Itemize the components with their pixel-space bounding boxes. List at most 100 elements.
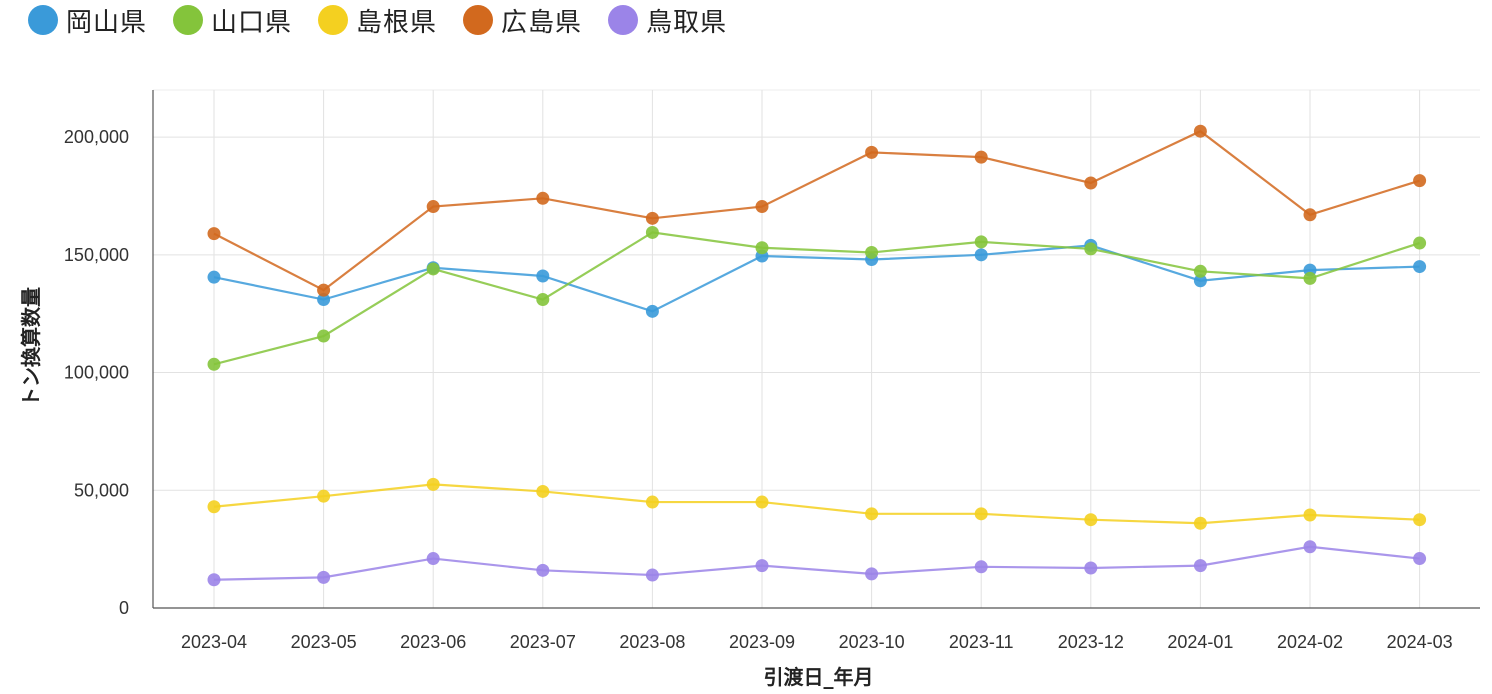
data-point — [1413, 174, 1427, 188]
data-point — [207, 500, 221, 514]
legend-swatch — [318, 5, 349, 35]
x-tick-label: 2024-01 — [1167, 632, 1233, 652]
data-point — [865, 507, 879, 521]
data-point — [865, 245, 879, 259]
x-tick-label: 2024-03 — [1387, 632, 1453, 652]
x-tick-label: 2023-12 — [1058, 632, 1124, 652]
legend-swatch — [608, 5, 639, 35]
legend: 岡山県 山口県 島根県 広島県 鳥取県 — [28, 0, 753, 40]
gridlines — [153, 89, 1480, 608]
data-point — [207, 227, 221, 241]
x-tick-label: 2023-10 — [839, 632, 905, 652]
data-point — [1193, 559, 1207, 573]
data-point — [207, 357, 221, 371]
data-point — [426, 262, 440, 276]
data-point — [974, 150, 988, 164]
series-line — [213, 231, 1420, 366]
data-point — [974, 507, 988, 521]
series-points — [207, 124, 1427, 587]
y-axis-title: トン換算数量 — [19, 287, 43, 407]
data-point — [536, 563, 550, 577]
data-point — [426, 552, 440, 566]
series-line — [213, 545, 1420, 581]
x-tick-label: 2023-05 — [291, 632, 357, 652]
data-point — [755, 495, 769, 509]
legend-swatch — [173, 5, 204, 35]
x-tick-label: 2023-07 — [510, 632, 576, 652]
data-point — [317, 489, 331, 503]
data-point — [974, 235, 988, 249]
data-point — [645, 568, 659, 582]
data-point — [1303, 208, 1317, 222]
data-point — [426, 477, 440, 491]
y-tick-label: 150,000 — [64, 245, 129, 265]
data-point — [645, 495, 659, 509]
y-tick-label: 200,000 — [64, 127, 129, 147]
legend-label: 島根県 — [356, 7, 438, 38]
data-point — [317, 570, 331, 584]
series-line — [213, 483, 1420, 525]
legend-label: 山口県 — [211, 7, 293, 38]
y-tick-label: 0 — [119, 598, 129, 618]
x-tick-label: 2023-08 — [619, 632, 685, 652]
data-point — [1193, 274, 1207, 288]
x-tick-labels: 2023-04 2023-05 2023-06 2023-07 2023-08 2023-… — [181, 632, 1453, 652]
legend-swatch — [28, 5, 58, 35]
data-point — [1084, 561, 1098, 575]
data-point — [1303, 271, 1317, 285]
data-point — [1413, 552, 1427, 566]
x-tick-label: 2024-02 — [1277, 632, 1343, 652]
data-point — [317, 293, 331, 307]
legend-swatch — [463, 5, 494, 35]
data-point — [536, 191, 550, 205]
data-point — [974, 248, 988, 262]
legend-item[interactable]: 山口県 — [173, 2, 292, 39]
data-point — [1303, 508, 1317, 522]
data-point — [1084, 176, 1098, 190]
data-point — [974, 560, 988, 574]
data-point — [1303, 540, 1317, 554]
data-point — [317, 283, 331, 297]
y-tick-label: 100,000 — [64, 363, 129, 383]
x-tick-label: 2023-11 — [949, 632, 1014, 652]
data-point — [645, 211, 659, 225]
legend-label: 鳥取県 — [646, 7, 728, 38]
series-lines — [213, 129, 1420, 581]
data-point — [536, 484, 550, 498]
series-line — [213, 129, 1420, 292]
legend-item[interactable]: 島根県 — [318, 2, 437, 39]
legend-item[interactable]: 鳥取県 — [608, 2, 727, 39]
legend-item[interactable]: 広島県 — [463, 2, 582, 39]
y-tick-label: 50,000 — [74, 480, 129, 500]
legend-label: 広島県 — [501, 7, 583, 38]
axes — [152, 90, 1480, 609]
data-point — [1193, 516, 1207, 530]
data-point — [755, 559, 769, 573]
data-point — [1084, 513, 1098, 527]
legend-label: 岡山県 — [66, 7, 148, 38]
data-point — [207, 270, 221, 284]
data-point — [865, 567, 879, 581]
data-point — [1193, 124, 1207, 138]
x-axis-title: 引渡日_年月 — [764, 665, 874, 689]
data-point — [865, 145, 879, 159]
data-point — [755, 241, 769, 255]
series-line — [213, 244, 1420, 313]
data-point — [207, 573, 221, 587]
data-point — [536, 269, 550, 283]
legend-item[interactable]: 岡山県 — [28, 2, 147, 39]
data-point — [1413, 236, 1427, 250]
data-point — [645, 304, 659, 318]
data-point — [1084, 242, 1098, 256]
data-point — [755, 200, 769, 214]
data-point — [1413, 260, 1427, 274]
data-point — [426, 200, 440, 214]
data-point — [1413, 513, 1427, 527]
data-point — [645, 225, 659, 239]
x-tick-label: 2023-04 — [181, 632, 247, 652]
x-tick-label: 2023-09 — [729, 632, 795, 652]
data-point — [317, 329, 331, 343]
x-tick-label: 2023-06 — [400, 632, 466, 652]
data-point — [536, 293, 550, 307]
